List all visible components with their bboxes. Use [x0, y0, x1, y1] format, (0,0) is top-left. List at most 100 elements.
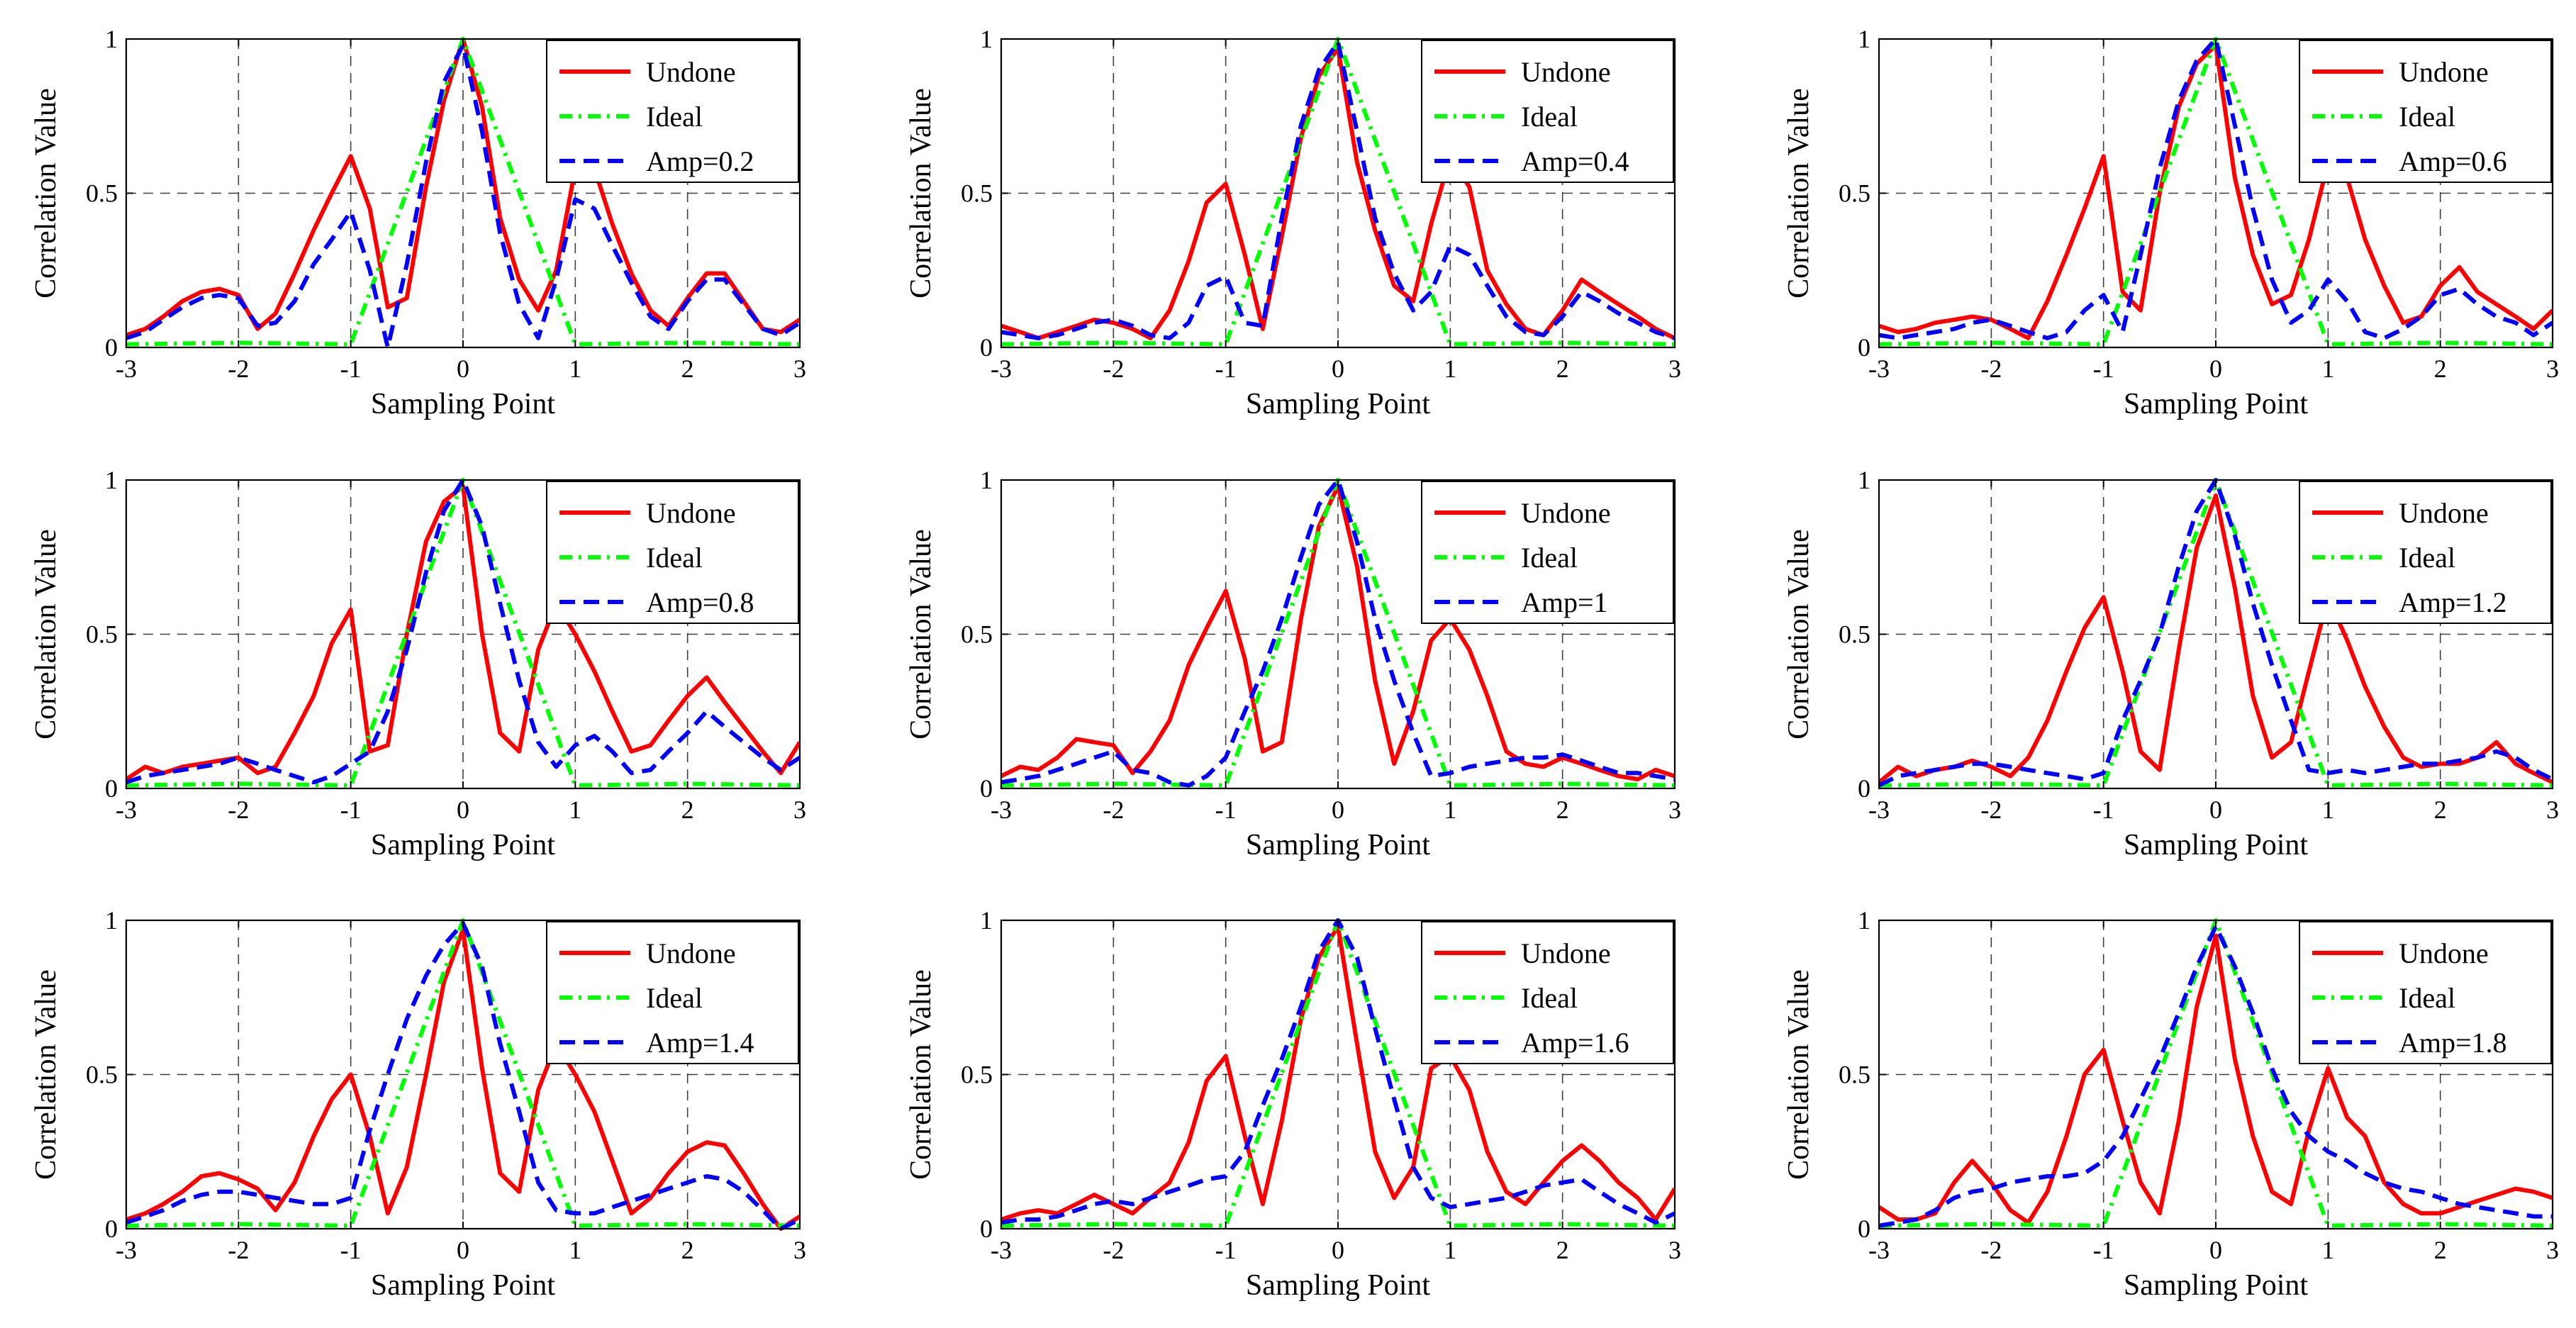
legend-label-amp: Amp=1.4: [646, 1027, 754, 1059]
x-axis-label: Sampling Point: [2124, 829, 2309, 861]
legend-label-amp: Amp=0.8: [646, 586, 754, 618]
x-tick-label: 1: [569, 796, 581, 824]
x-tick-label: -1: [1215, 796, 1237, 824]
subplot-9: -3 -2 -1 0 1 2 3 0 0.5 1 Sampling Point Correlation…: [1783, 906, 2559, 1302]
y-tick-label: 0: [980, 333, 993, 362]
y-tick-label: 1: [980, 466, 993, 494]
subplot-1: -3 -2 -1 0 1 2 3 0 0.5 1 Sampling Point Correlation…: [30, 25, 806, 420]
legend-label-undone: Undone: [1521, 937, 1611, 969]
x-tick-label: 2: [681, 796, 694, 824]
x-axis-label: Sampling Point: [2124, 388, 2309, 420]
x-tick-label: 2: [681, 355, 694, 383]
legend-label-ideal: Ideal: [2399, 101, 2455, 133]
x-tick-label: 3: [793, 1236, 806, 1264]
legend-box: [546, 481, 799, 624]
legend-label-ideal: Ideal: [1521, 982, 1578, 1014]
y-axis-label: Correlation Value: [905, 529, 937, 740]
legend-box: [1421, 921, 1674, 1064]
legend-box: [2299, 921, 2552, 1064]
legend-box: [546, 40, 799, 183]
y-tick-label: 0: [1858, 1215, 1870, 1243]
y-tick-label: 0: [105, 1215, 118, 1243]
y-tick-label: 0: [105, 774, 118, 803]
y-axis-label: Correlation Value: [30, 529, 62, 740]
x-tick-label: 3: [2546, 796, 2559, 824]
y-tick-label: 1: [1858, 466, 1870, 494]
x-tick-label: 1: [2321, 796, 2334, 824]
legend-label-amp: Amp=0.6: [2399, 145, 2507, 177]
subplot-2: -3 -2 -1 0 1 2 3 0 0.5 1 Sampling Point Correlation…: [905, 25, 1681, 420]
x-tick-label: 0: [1332, 355, 1344, 383]
x-tick-label: 2: [2434, 355, 2447, 383]
y-axis-label: Correlation Value: [905, 969, 937, 1180]
subplot-3: -3 -2 -1 0 1 2 3 0 0.5 1 Sampling Point Correlation…: [1783, 25, 2559, 420]
x-axis-label: Sampling Point: [1246, 829, 1431, 861]
legend-box: [1421, 40, 1674, 183]
x-tick-label: -1: [2093, 796, 2114, 824]
x-tick-label: -1: [1215, 1236, 1237, 1264]
y-tick-label: 1: [105, 906, 118, 934]
subplot-5: -3 -2 -1 0 1 2 3 0 0.5 1 Sampling Point Correlation…: [905, 466, 1681, 861]
x-tick-label: 2: [681, 1236, 694, 1264]
x-tick-label: 0: [457, 1236, 469, 1264]
x-tick-label: -2: [1980, 1236, 2002, 1264]
y-axis-label: Correlation Value: [30, 88, 62, 298]
y-tick-label: 0.5: [961, 179, 993, 208]
legend: Undone Ideal Amp=0.4: [1421, 40, 1674, 183]
series-line-undone: [126, 927, 800, 1231]
legend: Undone Ideal Amp=1.2: [2299, 481, 2552, 624]
series-line-amp: [1001, 478, 1675, 788]
legend-label-undone: Undone: [2399, 937, 2489, 969]
legend-box: [1421, 481, 1674, 624]
x-tick-label: -1: [340, 355, 362, 383]
x-tick-label: -2: [1980, 796, 2002, 824]
legend-label-amp: Amp=1.6: [1521, 1027, 1629, 1059]
x-axis-label: Sampling Point: [371, 1269, 556, 1302]
x-tick-label: 1: [2321, 1236, 2334, 1264]
subplot-4: -3 -2 -1 0 1 2 3 0 0.5 1 Sampling Point Correlation…: [30, 466, 806, 861]
legend-label-ideal: Ideal: [2399, 982, 2455, 1014]
legend-label-undone: Undone: [1521, 56, 1611, 88]
x-tick-label: 3: [2546, 1236, 2559, 1264]
y-tick-label: 1: [1858, 906, 1870, 934]
x-tick-label: 2: [1556, 1236, 1569, 1264]
legend-label-amp: Amp=0.2: [646, 145, 754, 177]
y-tick-label: 1: [105, 25, 118, 53]
legend-label-amp: Amp=1: [1521, 586, 1608, 618]
x-tick-label: -2: [228, 355, 249, 383]
legend-box: [2299, 40, 2552, 183]
x-tick-label: 3: [1668, 796, 1681, 824]
x-tick-label: -3: [991, 355, 1012, 383]
x-tick-label: -3: [1868, 355, 1890, 383]
legend-label-amp: Amp=0.4: [1521, 145, 1629, 177]
x-tick-label: -3: [991, 796, 1012, 824]
x-tick-label: 1: [2321, 355, 2334, 383]
legend: Undone Ideal Amp=0.2: [546, 40, 799, 183]
series-line-amp: [1879, 924, 2553, 1228]
legend-label-undone: Undone: [646, 937, 736, 969]
subplot-8: -3 -2 -1 0 1 2 3 0 0.5 1 Sampling Point Correlation…: [905, 906, 1681, 1302]
x-tick-label: 3: [793, 796, 806, 824]
x-tick-label: 1: [1444, 1236, 1456, 1264]
y-tick-label: 1: [1858, 25, 1870, 53]
y-tick-label: 0: [980, 1215, 993, 1243]
legend-box: [546, 921, 799, 1064]
x-tick-label: -2: [1980, 355, 2002, 383]
legend: Undone Ideal Amp=0.6: [2299, 40, 2552, 183]
y-tick-label: 0: [105, 333, 118, 362]
legend-label-amp: Amp=1.8: [2399, 1027, 2507, 1059]
y-tick-label: 0.5: [1839, 620, 1870, 649]
x-tick-label: 1: [1444, 796, 1456, 824]
y-tick-label: 1: [105, 466, 118, 494]
y-tick-label: 0.5: [1839, 179, 1870, 208]
series-line-amp: [1001, 40, 1675, 340]
legend-label-ideal: Ideal: [646, 101, 703, 133]
x-tick-label: 3: [793, 355, 806, 383]
x-tick-label: -3: [1868, 1236, 1890, 1264]
x-tick-label: 3: [1668, 1236, 1681, 1264]
legend: Undone Ideal Amp=1.4: [546, 921, 799, 1064]
x-tick-label: -3: [991, 1236, 1012, 1264]
series-line-amp: [126, 478, 800, 785]
x-tick-label: -1: [340, 1236, 362, 1264]
legend-label-undone: Undone: [1521, 497, 1611, 529]
